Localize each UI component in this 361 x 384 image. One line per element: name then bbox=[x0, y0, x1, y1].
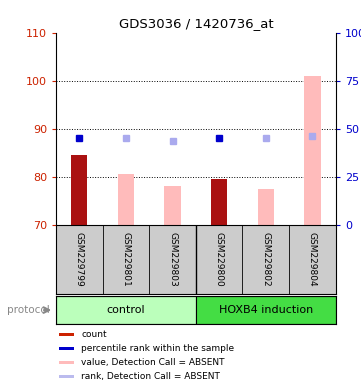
Text: percentile rank within the sample: percentile rank within the sample bbox=[81, 344, 234, 353]
Bar bbox=[211, 179, 227, 225]
Bar bbox=[59, 333, 74, 336]
Text: GSM229804: GSM229804 bbox=[308, 232, 317, 286]
Text: rank, Detection Call = ABSENT: rank, Detection Call = ABSENT bbox=[81, 372, 220, 381]
Title: GDS3036 / 1420736_at: GDS3036 / 1420736_at bbox=[118, 17, 273, 30]
Bar bbox=[304, 76, 321, 225]
Text: GSM229803: GSM229803 bbox=[168, 232, 177, 286]
Text: protocol: protocol bbox=[7, 305, 50, 315]
Bar bbox=[59, 347, 74, 350]
Text: GSM229800: GSM229800 bbox=[215, 232, 224, 286]
Text: value, Detection Call = ABSENT: value, Detection Call = ABSENT bbox=[81, 358, 225, 367]
Text: GSM229799: GSM229799 bbox=[75, 232, 84, 286]
Bar bbox=[258, 189, 274, 225]
Bar bbox=[59, 361, 74, 364]
Bar bbox=[71, 155, 87, 225]
Bar bbox=[56, 296, 196, 324]
Bar bbox=[164, 186, 181, 225]
Text: GSM229802: GSM229802 bbox=[261, 232, 270, 286]
Text: control: control bbox=[106, 305, 145, 315]
Text: count: count bbox=[81, 330, 107, 339]
Bar bbox=[196, 296, 336, 324]
Bar bbox=[118, 174, 134, 225]
Text: HOXB4 induction: HOXB4 induction bbox=[219, 305, 313, 315]
Text: GSM229801: GSM229801 bbox=[121, 232, 130, 286]
Bar bbox=[59, 375, 74, 378]
